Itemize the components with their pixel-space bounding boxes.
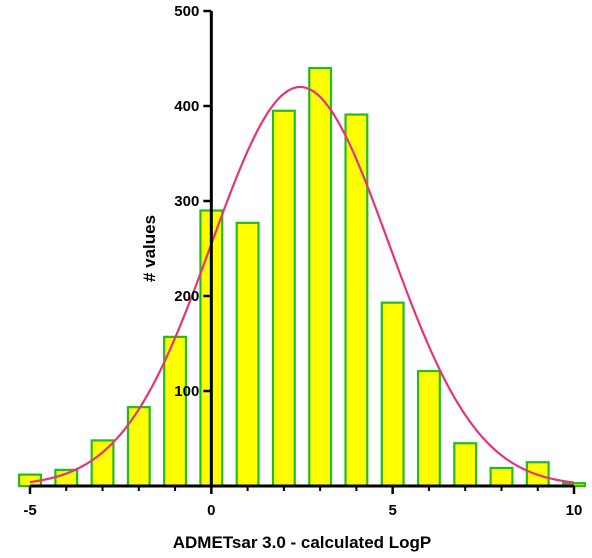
y-tick-label: 400 <box>174 98 199 115</box>
bar <box>344 113 369 488</box>
bar <box>416 369 441 488</box>
y-tick-label: 300 <box>174 193 199 210</box>
y-tick-label: 100 <box>174 383 199 400</box>
y-tick-label: 200 <box>174 288 199 305</box>
bar <box>380 301 405 488</box>
y-axis-title: # values <box>140 215 159 282</box>
y-ticks-group: 100 200 300 400 500 <box>174 3 212 400</box>
axes-group: -5 0 5 10 100 200 300 400 500 <box>23 3 582 519</box>
x-ticks-group: -5 0 5 10 <box>23 486 582 519</box>
bar <box>271 109 296 488</box>
bar <box>90 439 115 488</box>
bar <box>308 66 333 488</box>
gaussian-fit-curve <box>29 85 575 484</box>
y-tick-label: 500 <box>174 3 199 20</box>
x-tick-label: 5 <box>388 502 396 519</box>
x-tick-label: 0 <box>207 502 215 519</box>
bar <box>54 468 79 488</box>
bar <box>163 335 188 488</box>
bar <box>489 466 514 488</box>
bar <box>453 442 478 488</box>
x-tick-label: -5 <box>23 502 36 519</box>
bars-group <box>18 66 586 488</box>
x-tick-label: 10 <box>566 502 583 519</box>
bar <box>235 221 260 488</box>
x-axis-title: ADMETsar 3.0 - calculated LogP <box>173 533 432 552</box>
